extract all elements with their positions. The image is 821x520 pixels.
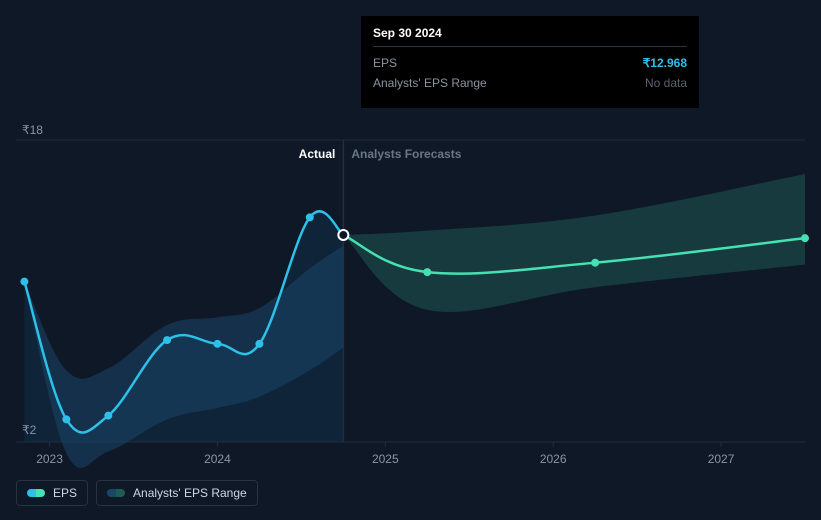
legend-swatch-icon [27, 489, 45, 497]
tooltip-label: Analysts' EPS Range [373, 73, 487, 93]
x-axis-tick: 2024 [204, 452, 231, 466]
tooltip-row-range: Analysts' EPS Range No data [373, 73, 687, 93]
tooltip-value: No data [645, 73, 687, 93]
tooltip-row-eps: EPS ₹12.968 [373, 53, 687, 73]
tooltip-date: Sep 30 2024 [373, 26, 687, 47]
legend-swatch-icon [107, 489, 125, 497]
y-axis-tick-top: ₹18 [22, 123, 43, 137]
tooltip-value: ₹12.968 [643, 53, 687, 73]
x-axis-tick: 2026 [540, 452, 567, 466]
tooltip-label: EPS [373, 53, 397, 73]
region-label-forecast: Analysts Forecasts [351, 147, 461, 161]
y-axis-tick-bottom: ₹2 [22, 423, 36, 437]
legend-label: EPS [53, 486, 77, 500]
region-label-actual: Actual [299, 147, 336, 161]
legend-item-range[interactable]: Analysts' EPS Range [96, 480, 258, 506]
legend-label: Analysts' EPS Range [133, 486, 247, 500]
x-axis-tick: 2027 [708, 452, 735, 466]
hover-tooltip: Sep 30 2024 EPS ₹12.968 Analysts' EPS Ra… [361, 16, 699, 108]
x-axis-tick: 2025 [372, 452, 399, 466]
eps-forecast-chart: Sep 30 2024 EPS ₹12.968 Analysts' EPS Ra… [0, 0, 821, 520]
legend: EPS Analysts' EPS Range [16, 480, 258, 506]
x-axis-tick: 2023 [36, 452, 63, 466]
legend-item-eps[interactable]: EPS [16, 480, 88, 506]
